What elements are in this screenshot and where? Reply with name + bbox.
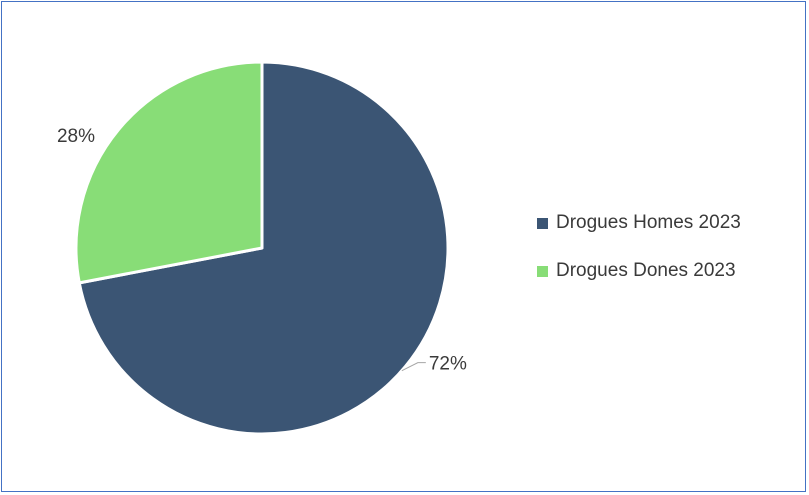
legend-item-dones: Drogues Dones 2023: [537, 260, 741, 282]
chart-legend: Drogues Homes 2023 Drogues Dones 2023: [537, 212, 741, 308]
legend-swatch-homes: [537, 217, 548, 229]
leader-line-homes: [401, 362, 426, 372]
data-label-homes: 72%: [429, 354, 467, 375]
data-label-dones: 28%: [57, 126, 95, 147]
legend-label-dones: Drogues Dones 2023: [556, 260, 736, 281]
legend-item-homes: Drogues Homes 2023: [537, 212, 741, 234]
pie-slice-homes: [77, 60, 450, 436]
pie-slice-dones: [74, 60, 264, 285]
legend-label-homes: Drogues Homes 2023: [556, 212, 741, 233]
legend-swatch-dones: [537, 265, 548, 277]
